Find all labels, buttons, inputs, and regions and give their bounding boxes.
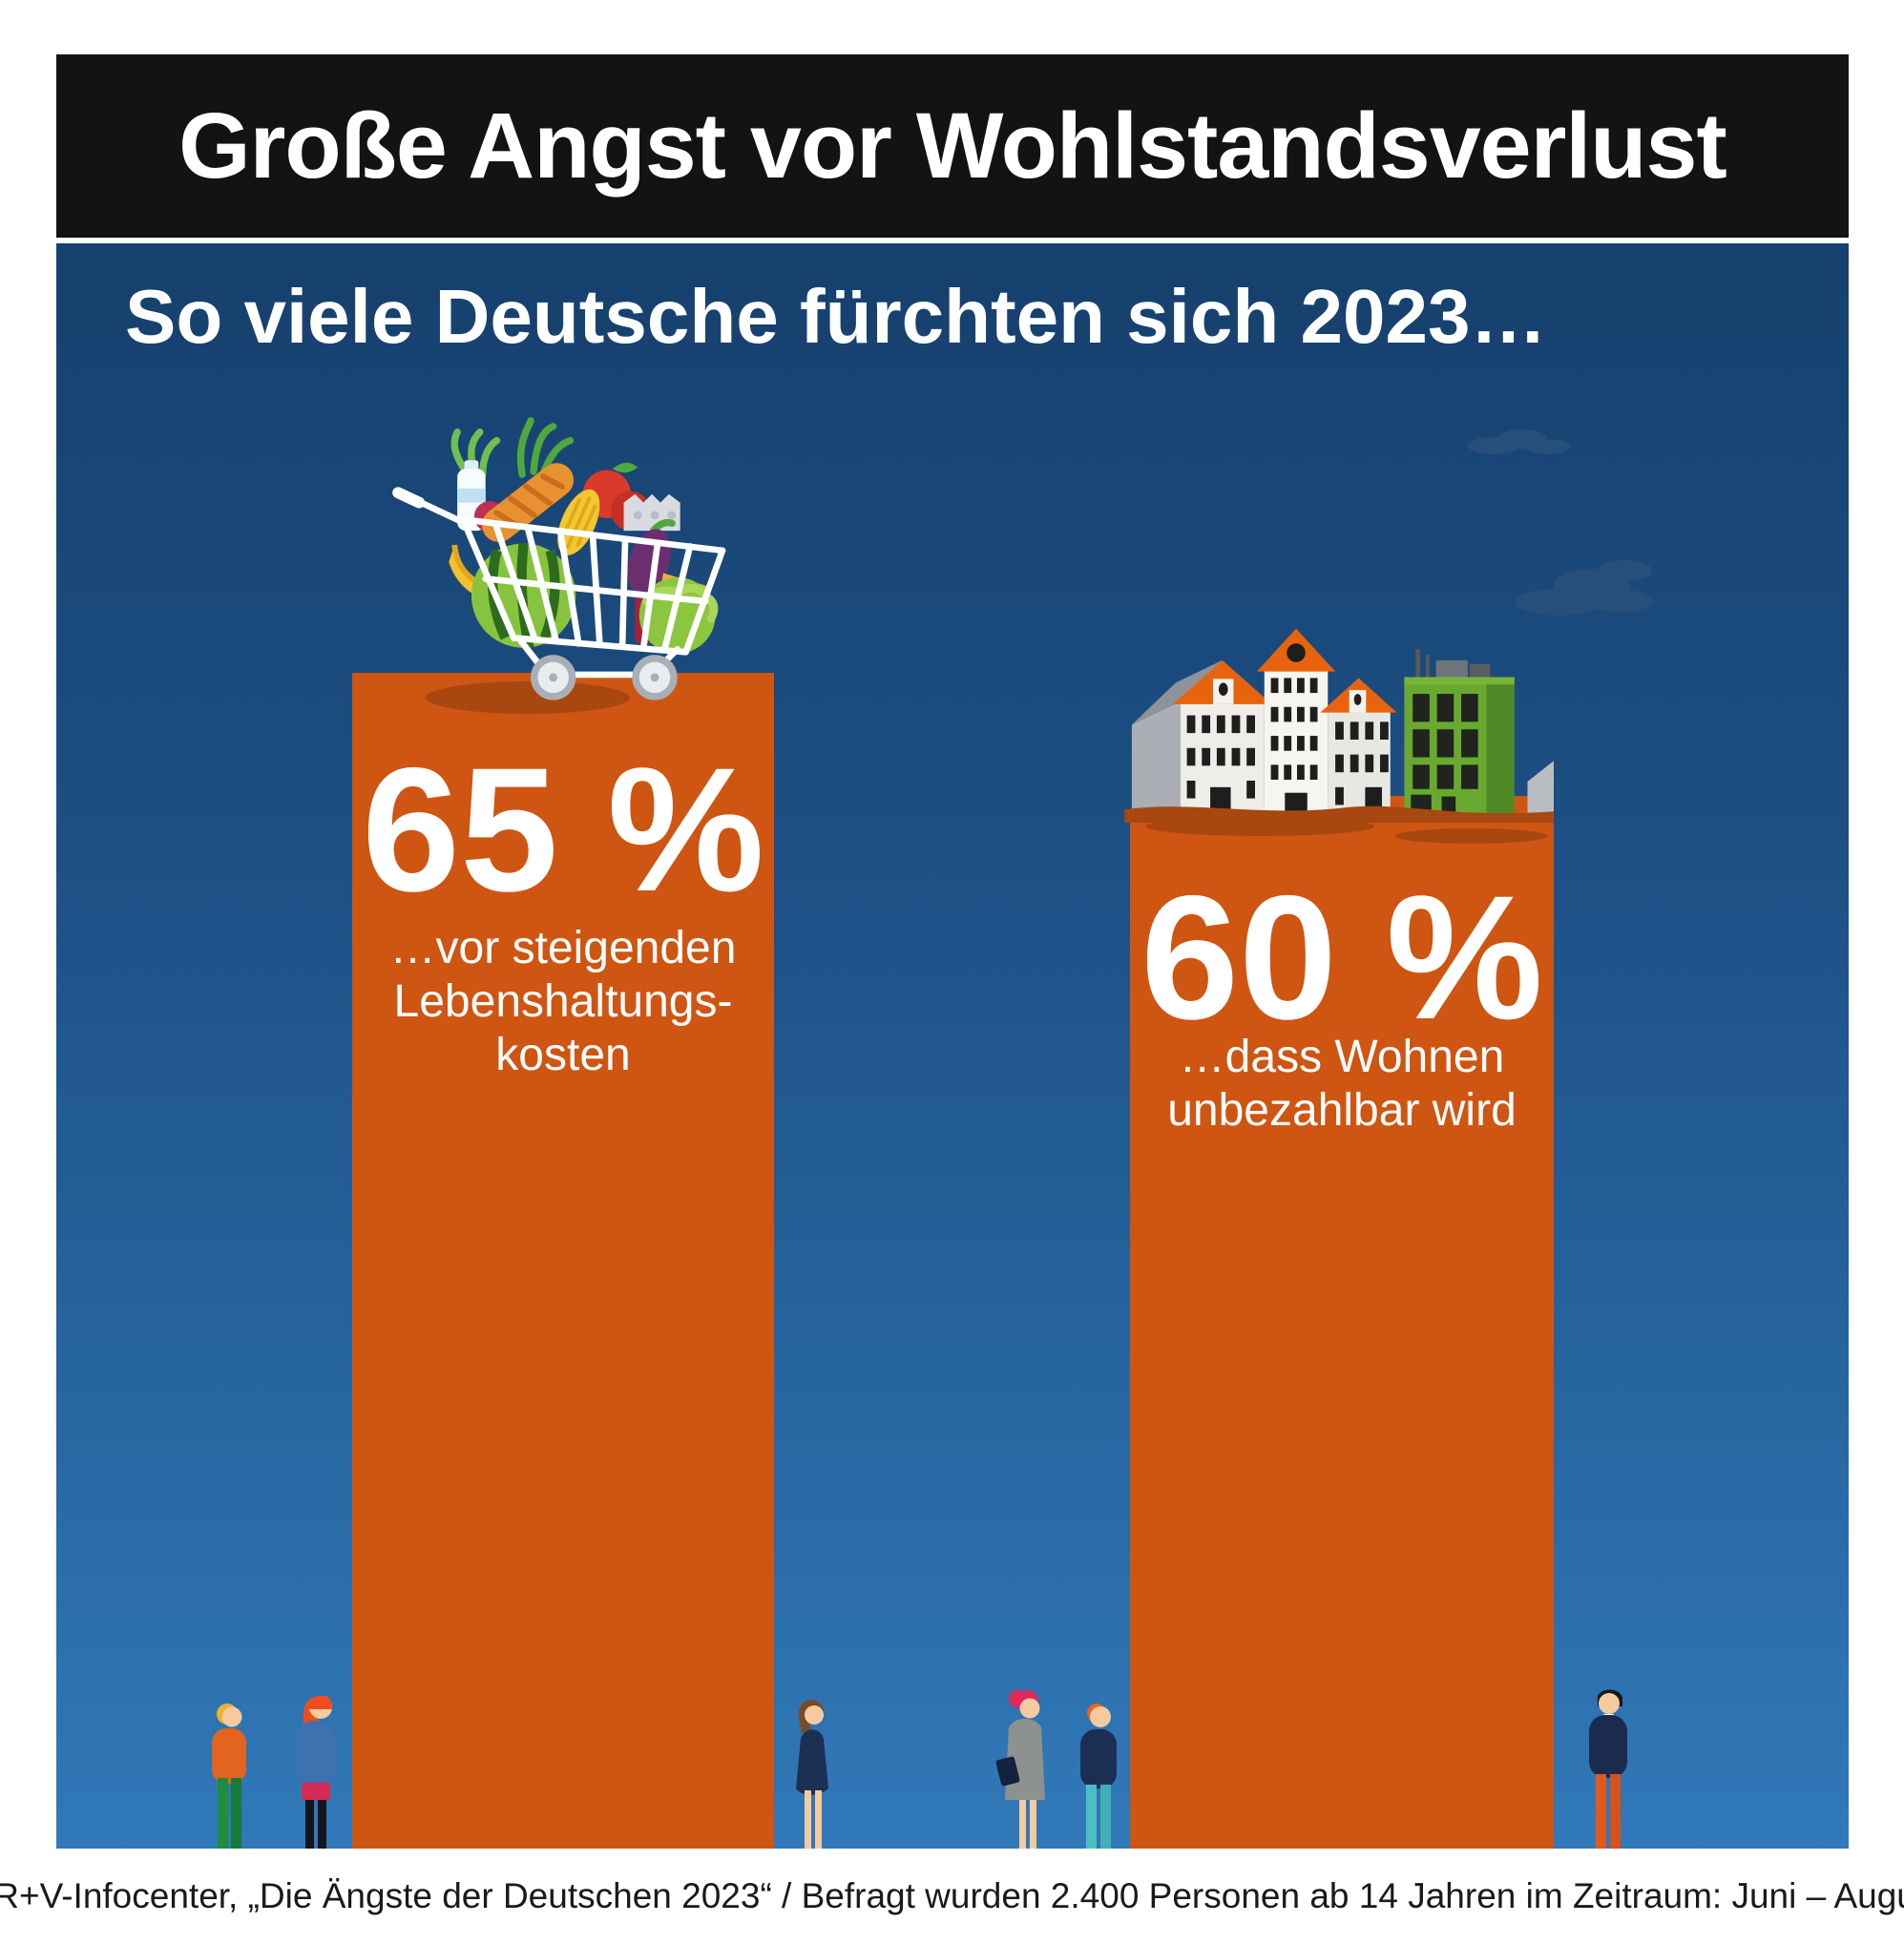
person-redhead-blue-coat xyxy=(296,1695,336,1868)
buildings-icon xyxy=(1124,628,1554,823)
page-title: Große Angst vor Wohlstandsverlust xyxy=(178,94,1727,198)
buildings-shadow xyxy=(1395,828,1548,844)
bar-value-housing: 60 % xyxy=(1140,860,1543,1056)
footer-source: Quelle: R+V-Infocenter, „Die Ängste der … xyxy=(0,1876,1904,1915)
person-blonde-orange-sweater xyxy=(212,1704,250,1863)
bar-caption-living-costs: …vor steigenden Lebenshaltungs- kosten xyxy=(389,923,737,1080)
header-band: Große Angst vor Wohlstandsverlust xyxy=(56,54,1849,238)
shopping-cart-icon xyxy=(392,417,726,700)
cloud-icon xyxy=(1515,560,1653,616)
bar-value-living-costs: 65 % xyxy=(362,732,764,929)
sky-background xyxy=(56,243,1849,1849)
person-redhair-teal-pants xyxy=(1080,1704,1119,1872)
person-brunette-navy-dress xyxy=(796,1700,829,1866)
cloud-icon xyxy=(1468,429,1571,454)
subtitle: So viele Deutsche fürchten sich 2023… xyxy=(125,274,1547,359)
bar-housing xyxy=(1130,816,1554,1849)
bar-caption-housing: …dass Wohnen unbezahlbar wird xyxy=(1167,1032,1517,1136)
person-pinkhair-gray-coat xyxy=(995,1690,1045,1866)
person-darkhair-orange-pants xyxy=(1588,1689,1630,1866)
bar-living-costs xyxy=(352,673,774,1849)
footer-band: Quelle: R+V-Infocenter, „Die Ängste der … xyxy=(0,1849,1904,1944)
cart-shadow xyxy=(426,681,630,714)
